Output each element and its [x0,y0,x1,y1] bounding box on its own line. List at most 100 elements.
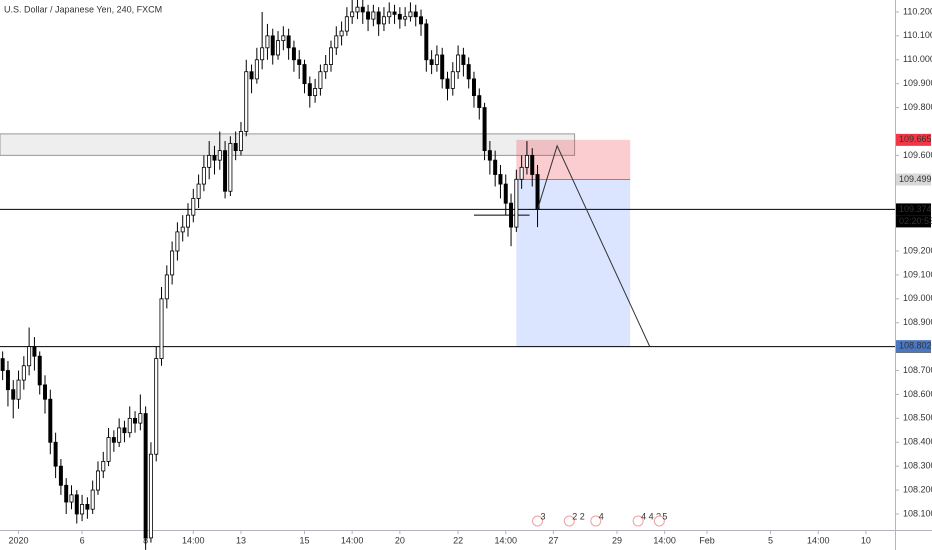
candle-body [471,78,476,97]
event-label: 2 2 [572,511,585,521]
candle-body [530,154,535,175]
candle-body [53,441,58,467]
candle-body [254,59,259,80]
x-tick-label: 22 [453,535,463,545]
candle-body [329,47,333,65]
candle-body [344,16,349,32]
x-tick-label: 14:00 [807,535,830,545]
candle-body [366,11,371,20]
candle-body [207,154,212,168]
candle-body [392,11,397,15]
x-tick-label: 20 [395,535,405,545]
price-label: 108.802 [899,341,932,351]
candle-body [265,35,270,49]
candle-body [43,384,48,400]
countdown: 02:20:53 [899,216,932,226]
candle-body [487,150,492,161]
y-tick-label: 108.700 [903,365,932,375]
candle-body [291,47,296,61]
event-label: 4 [599,511,604,521]
candle-body [238,131,243,152]
candle-body [154,358,159,455]
candle-body [371,11,376,20]
candle-body [281,35,286,42]
candle-body [159,298,164,359]
candle-body [413,11,418,18]
candle-body [482,107,487,152]
candle-body [148,453,153,539]
candle-body [355,6,360,13]
x-tick-label: 2020 [9,535,29,545]
candle-body [307,83,312,97]
candle-body [138,413,143,424]
x-tick-label: 14:00 [494,535,517,545]
candle-body [85,504,90,510]
y-tick-label: 109.800 [903,102,932,112]
x-tick-label: 29 [612,535,622,545]
candle-body [37,355,42,386]
x-tick-label: Feb [699,535,715,545]
projection-line [537,144,651,347]
y-tick-label: 109.900 [903,78,932,88]
countdown-box [896,215,931,228]
candle-body [450,71,455,89]
candle-body [101,460,106,472]
candle-body [191,198,196,216]
candle-body [302,64,307,85]
candle-body [297,59,302,65]
candle-body [387,11,392,18]
y-tick-label: 108.100 [903,508,932,518]
stop-zone [516,139,631,180]
candle-body [228,143,233,192]
candle-body [80,504,85,515]
event-icon [590,515,602,527]
candle-body [64,484,69,503]
candle-body [408,11,413,18]
candle-body [133,417,138,424]
y-tick-label: 110.100 [903,30,932,40]
y-tick-label: 108.200 [903,484,932,494]
candle-body [286,35,291,49]
y-tick-label: 110.200 [903,6,932,16]
event-icon [563,515,575,527]
candle-body [48,398,53,443]
candle-body [339,30,344,37]
y-tick-label: 108.400 [903,437,932,447]
zone [0,133,576,156]
candle-body [445,78,450,89]
y-tick-label: 108.600 [903,389,932,399]
candle-body [143,413,148,539]
candle-body [180,226,185,233]
y-tick-label: 109.000 [903,293,932,303]
candle-body [244,71,249,132]
candle-body [456,54,461,73]
candle-body [27,346,32,367]
event-label: 5 [662,511,667,521]
candle-body [32,346,37,357]
y-tick-label: 109.600 [903,150,932,160]
candle-body [74,494,79,515]
price-label-box [896,173,931,186]
candle-body [461,54,466,65]
candle-body [0,358,5,371]
candle-body [170,250,175,276]
candle-body [498,174,503,185]
candle-body [196,183,201,199]
x-tick-label: 10 [861,535,871,545]
candle-body [127,417,132,434]
y-tick-label: 109.200 [903,245,932,255]
candle-body [117,427,122,443]
event-label: 4 4 3 [641,511,661,521]
candle-body [434,54,439,65]
x-tick-label: 14:00 [341,535,364,545]
candle-body [376,11,381,25]
price-label-box [896,133,931,146]
candle-body [186,214,190,228]
event-label: 3 [541,511,546,521]
candle-body [16,379,21,400]
x-tick-label: 13 [236,535,246,545]
candle-body [419,16,424,25]
y-tick-label: 108.500 [903,413,932,423]
